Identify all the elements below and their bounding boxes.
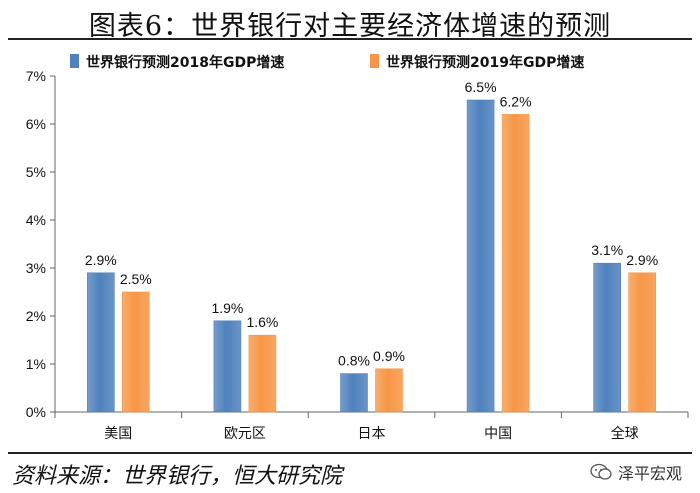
x-category-label: 日本 bbox=[358, 426, 386, 442]
y-tick-label: 5% bbox=[26, 164, 46, 180]
bar-2019 bbox=[248, 334, 277, 413]
y-tick-label: 0% bbox=[26, 404, 46, 420]
axes: 0% 1% 2% 3% 4% 5% 6% 7% 美国 欧元区 日本 中国 全球 bbox=[26, 68, 689, 442]
legend-label-2018: 世界银行预测2018年GDP增速 bbox=[86, 54, 284, 71]
data-labels: 2.9%2.5%1.9%1.6%0.8% 0.9%6.5%6.2%3.1%2.9% bbox=[85, 79, 658, 369]
bar-2018 bbox=[466, 99, 495, 413]
y-tick-label: 4% bbox=[26, 212, 46, 228]
bar-2018 bbox=[340, 373, 368, 413]
data-label: 1.9% bbox=[211, 300, 243, 316]
bars bbox=[87, 99, 657, 413]
bar-2018 bbox=[213, 320, 242, 413]
bar-2018 bbox=[593, 262, 622, 413]
data-label: 2.5% bbox=[120, 271, 152, 287]
data-label: 2.9% bbox=[626, 252, 658, 268]
bar-2019 bbox=[501, 114, 530, 413]
y-tick-label: 6% bbox=[26, 116, 46, 132]
watermark-text: 泽平宏观 bbox=[617, 464, 682, 483]
data-label: 0.9% bbox=[373, 348, 405, 364]
legend-swatch-2018 bbox=[70, 54, 79, 68]
y-tick-label: 7% bbox=[26, 68, 46, 84]
bar-2019 bbox=[122, 291, 150, 413]
legend-label-2019: 世界银行预测2019年GDP增速 bbox=[386, 54, 584, 71]
title-divider bbox=[8, 38, 692, 40]
footer-divider bbox=[8, 452, 692, 454]
bar-2019 bbox=[375, 368, 403, 413]
bar-2019 bbox=[628, 272, 657, 413]
y-tick-label: 2% bbox=[26, 308, 46, 324]
watermark: 泽平宏观 bbox=[590, 460, 682, 484]
page-title: 图表6：世界银行对主要经济体增速的预测 bbox=[88, 11, 612, 42]
x-category-label: 中国 bbox=[484, 426, 512, 442]
x-category-label: 全球 bbox=[611, 425, 639, 442]
data-label: 1.6% bbox=[246, 314, 278, 330]
data-label: 2.9% bbox=[85, 252, 117, 268]
data-label: 3.1% bbox=[591, 242, 623, 258]
y-tick-label: 3% bbox=[26, 260, 46, 276]
chat-bubble-icon bbox=[590, 463, 612, 480]
legend: 世界银行预测2018年GDP增速 世界银行预测2019年GDP增速 bbox=[70, 54, 584, 71]
source-note: 资料来源：世界银行，恒大研究院 bbox=[12, 464, 343, 489]
data-label: 6.5% bbox=[465, 79, 497, 95]
x-category-label: 欧元区 bbox=[224, 426, 266, 442]
legend-swatch-2019 bbox=[370, 54, 379, 68]
x-category-label: 美国 bbox=[104, 426, 132, 442]
data-label: 6.2% bbox=[500, 93, 532, 109]
bar-2018 bbox=[87, 272, 115, 413]
data-label: 0.8% bbox=[338, 353, 370, 369]
bar-chart: 世界银行预测2018年GDP增速 世界银行预测2019年GDP增速 0% 1% 2%… bbox=[26, 54, 689, 442]
y-tick-label: 1% bbox=[26, 356, 46, 372]
